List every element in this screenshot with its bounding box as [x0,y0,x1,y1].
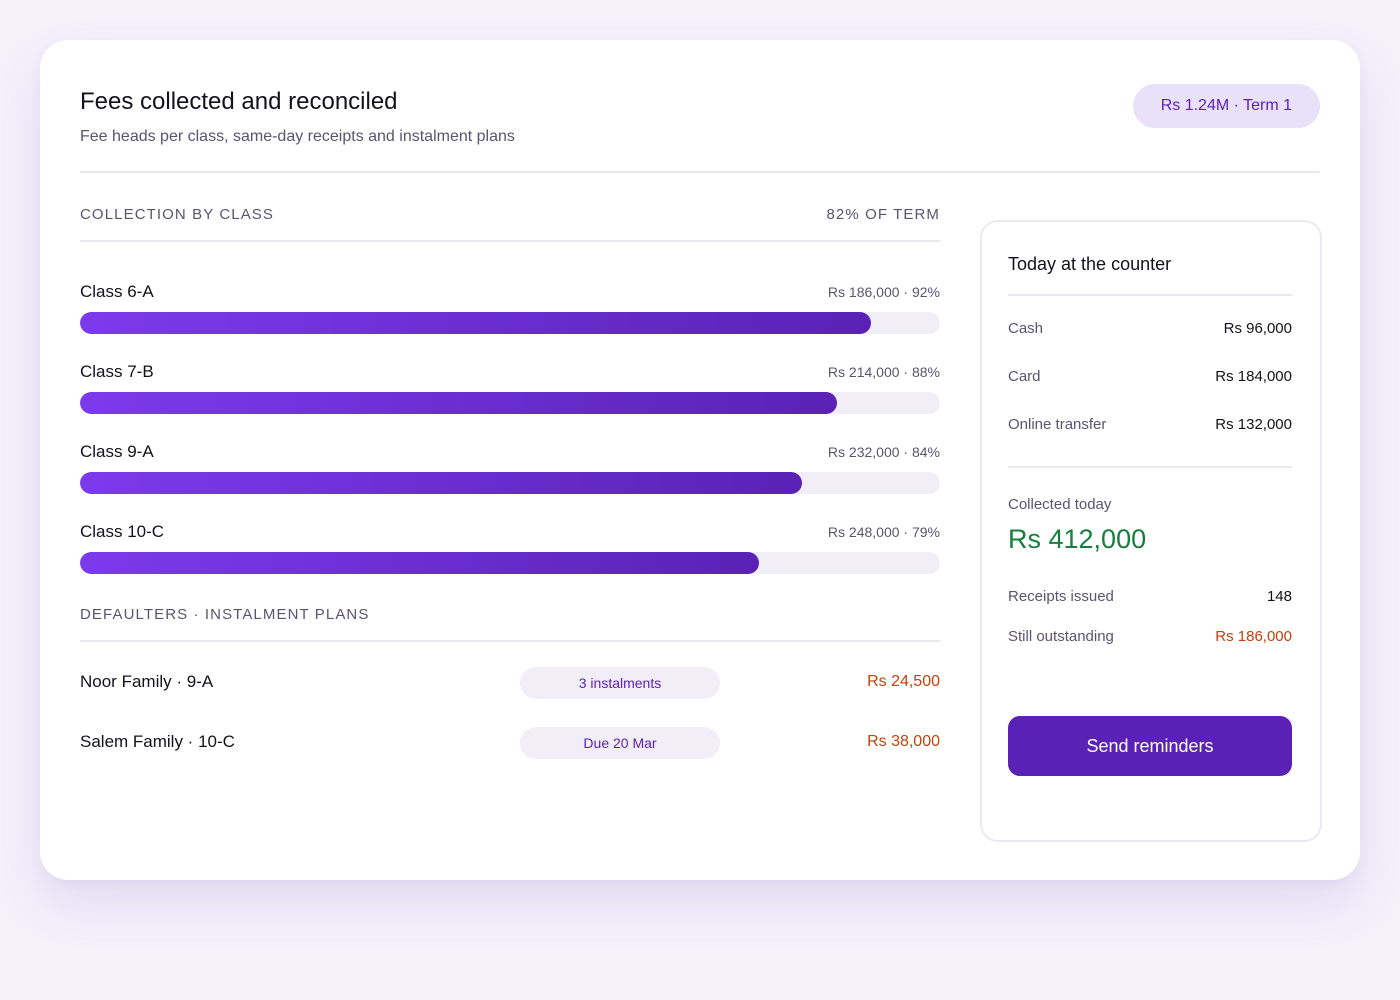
payment-value: Rs 96,000 [1223,320,1292,337]
term-percent-label: 82% OF TERM [826,206,940,223]
collection-panel: COLLECTION BY CLASS 82% OF TERM Class 6-… [80,206,940,774]
class-collection-list: Class 6-A Rs 186,000 · 92% Class 7-B Rs … [80,282,940,602]
progress-fill [80,552,760,574]
payment-row-online: Online transfer Rs 132,000 [1008,416,1292,440]
class-name: Class 10-C [80,522,165,541]
page-title: Fees collected and reconciled [80,88,398,115]
progress-track [80,552,940,574]
due-amount: Rs 24,500 [867,673,940,690]
plan-badge: Due 20 Mar [520,727,720,759]
payment-label: Card [1008,368,1041,385]
family-name: Salem Family · 10-C [80,732,235,751]
class-amount-percent: Rs 248,000 · 79% [827,524,940,540]
fees-card: Fees collected and reconciled Fee heads … [40,40,1360,880]
class-amount-percent: Rs 214,000 · 88% [827,364,940,380]
class-name: Class 6-A [80,282,154,301]
class-name: Class 9-A [80,442,154,461]
class-row: Class 7-B Rs 214,000 · 88% [80,362,940,442]
class-row: Class 6-A Rs 186,000 · 92% [80,282,940,362]
list-item[interactable]: Noor Family · 9-A 3 instalments Rs 24,50… [80,654,940,714]
family-name: Noor Family · 9-A [80,672,214,691]
outstanding-value: Rs 186,000 [1215,628,1292,645]
class-name: Class 7-B [80,362,154,381]
counter-divider [1008,466,1292,468]
term-total-badge: Rs 1.24M · Term 1 [1132,84,1320,128]
header-divider [80,171,1320,173]
defaulters-section-header: DEFAULTERS · INSTALMENT PLANS [80,606,940,642]
receipts-value: 148 [1266,588,1292,605]
progress-fill [80,312,872,334]
progress-track [80,472,940,494]
collected-today-value: Rs 412,000 [1008,524,1147,554]
class-row: Class 9-A Rs 232,000 · 84% [80,442,940,522]
payment-label: Cash [1008,320,1044,337]
collection-section-title: COLLECTION BY CLASS [80,206,275,223]
counter-divider [1008,294,1292,296]
progress-track [80,312,940,334]
payment-value: Rs 184,000 [1215,368,1292,385]
counter-title: Today at the counter [1008,254,1172,274]
payment-label: Online transfer [1008,416,1107,433]
progress-track [80,392,940,414]
plan-badge: 3 instalments [520,667,720,699]
send-reminders-button[interactable]: Send reminders [1008,716,1292,776]
class-amount-percent: Rs 232,000 · 84% [827,444,940,460]
progress-fill [80,392,837,414]
outstanding-label: Still outstanding [1008,628,1114,645]
payment-row-card: Card Rs 184,000 [1008,368,1292,392]
due-amount: Rs 38,000 [867,733,940,750]
defaulters-list: Noor Family · 9-A 3 instalments Rs 24,50… [80,654,940,774]
list-item[interactable]: Salem Family · 10-C Due 20 Mar Rs 38,000 [80,714,940,774]
collected-today-label: Collected today [1008,496,1112,513]
outstanding-row: Still outstanding Rs 186,000 [1008,628,1292,652]
payment-value: Rs 132,000 [1215,416,1292,433]
payment-row-cash: Cash Rs 96,000 [1008,320,1292,344]
defaulters-section-title: DEFAULTERS · INSTALMENT PLANS [80,606,370,623]
page-subtitle: Fee heads per class, same-day receipts a… [80,128,515,145]
collection-section-header: COLLECTION BY CLASS 82% OF TERM [80,206,940,242]
receipts-label: Receipts issued [1008,588,1114,605]
progress-fill [80,472,803,494]
receipts-row: Receipts issued 148 [1008,588,1292,612]
class-amount-percent: Rs 186,000 · 92% [827,284,940,300]
counter-summary-panel: Today at the counter Cash Rs 96,000 Card… [980,220,1322,842]
class-row: Class 10-C Rs 248,000 · 79% [80,522,940,602]
